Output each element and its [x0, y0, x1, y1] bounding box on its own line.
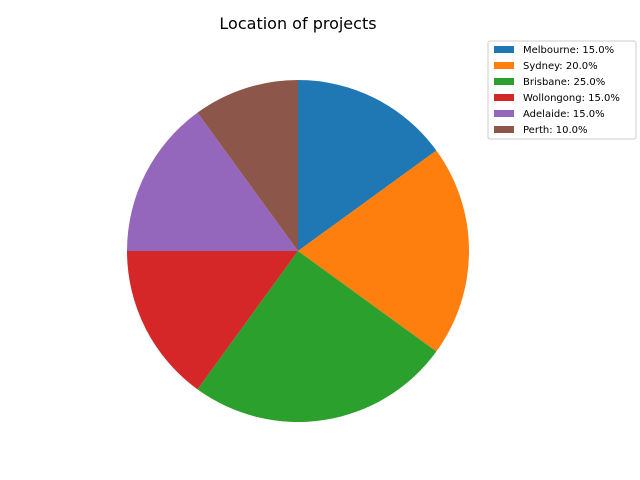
legend-swatch-sydney	[494, 62, 514, 69]
legend-label-wollongong: Wollongong: 15.0%	[523, 93, 620, 104]
pie-slice-brisbane	[197, 251, 437, 422]
legend: Melbourne: 15.0% Sydney: 20.0% Brisbane: 2…	[487, 40, 637, 140]
legend-swatch-perth	[494, 126, 514, 133]
legend-label-melbourne: Melbourne: 15.0%	[523, 45, 614, 56]
pie-slice-sydney	[298, 150, 469, 352]
legend-frame	[487, 40, 637, 140]
legend-swatch-adelaide	[494, 110, 514, 117]
pie-slice-melbourne	[298, 80, 437, 251]
pie-slice-wollongong	[127, 251, 298, 390]
legend-label-brisbane: Brisbane: 25.0%	[523, 77, 605, 88]
legend-label-sydney: Sydney: 20.0%	[523, 61, 598, 72]
legend-label-adelaide: Adelaide: 15.0%	[523, 109, 605, 120]
legend-label-perth: Perth: 10.0%	[523, 125, 588, 136]
legend-items: Melbourne: 15.0% Sydney: 20.0% Brisbane: 2…	[494, 45, 620, 136]
pie-slice-adelaide	[127, 112, 298, 251]
chart-title: Location of projects	[219, 14, 376, 33]
pie-slices	[127, 80, 469, 422]
legend-swatch-brisbane	[494, 78, 514, 85]
legend-swatch-melbourne	[494, 46, 514, 53]
pie-slice-perth	[197, 80, 298, 251]
legend-swatch-wollongong	[494, 94, 514, 101]
